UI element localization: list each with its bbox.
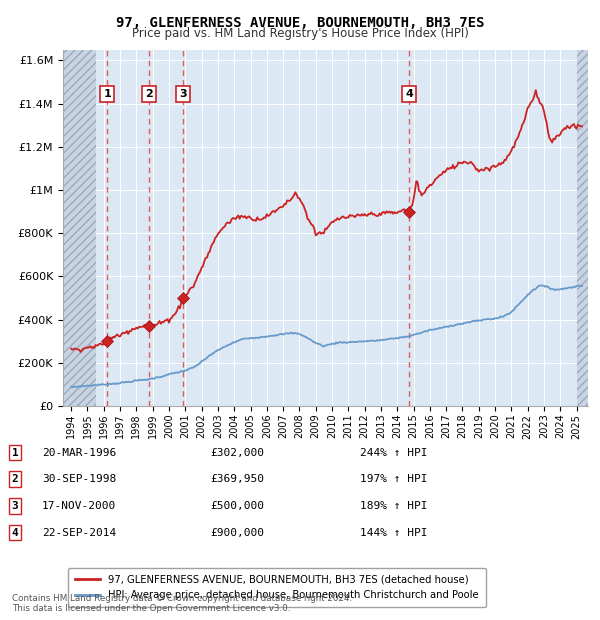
- Text: 1: 1: [103, 89, 111, 99]
- Text: 20-MAR-1996: 20-MAR-1996: [42, 448, 116, 458]
- Text: 1: 1: [11, 448, 19, 458]
- Text: 3: 3: [179, 89, 187, 99]
- Text: £369,950: £369,950: [210, 474, 264, 484]
- Text: 17-NOV-2000: 17-NOV-2000: [42, 501, 116, 511]
- Text: 2: 2: [145, 89, 152, 99]
- Text: 2: 2: [11, 474, 19, 484]
- Text: £900,000: £900,000: [210, 528, 264, 538]
- Text: 144% ↑ HPI: 144% ↑ HPI: [360, 528, 427, 538]
- Bar: [63, 50, 95, 406]
- Text: 244% ↑ HPI: 244% ↑ HPI: [360, 448, 427, 458]
- Legend: 97, GLENFERNESS AVENUE, BOURNEMOUTH, BH3 7ES (detached house), HPI: Average pric: 97, GLENFERNESS AVENUE, BOURNEMOUTH, BH3…: [68, 568, 485, 608]
- Text: This data is licensed under the Open Government Licence v3.0.: This data is licensed under the Open Gov…: [12, 603, 290, 613]
- Text: 22-SEP-2014: 22-SEP-2014: [42, 528, 116, 538]
- Text: £500,000: £500,000: [210, 501, 264, 511]
- Text: Price paid vs. HM Land Registry's House Price Index (HPI): Price paid vs. HM Land Registry's House …: [131, 27, 469, 40]
- Text: Contains HM Land Registry data © Crown copyright and database right 2024.: Contains HM Land Registry data © Crown c…: [12, 593, 352, 603]
- Text: £302,000: £302,000: [210, 448, 264, 458]
- Text: 97, GLENFERNESS AVENUE, BOURNEMOUTH, BH3 7ES: 97, GLENFERNESS AVENUE, BOURNEMOUTH, BH3…: [116, 16, 484, 30]
- Text: 197% ↑ HPI: 197% ↑ HPI: [360, 474, 427, 484]
- Bar: [577, 50, 588, 406]
- Text: 4: 4: [11, 528, 19, 538]
- Text: 30-SEP-1998: 30-SEP-1998: [42, 474, 116, 484]
- Text: 3: 3: [11, 501, 19, 511]
- Text: 4: 4: [405, 89, 413, 99]
- Text: 189% ↑ HPI: 189% ↑ HPI: [360, 501, 427, 511]
